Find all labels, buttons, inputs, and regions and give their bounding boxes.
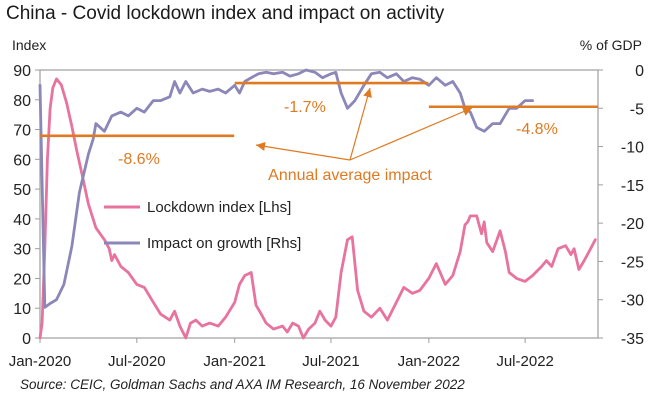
x-tick-label: Jul-2020: [108, 353, 166, 370]
right-tick-label: -10: [621, 140, 644, 157]
x-tick-label: Jul-2021: [302, 353, 360, 370]
plot-frame: [39, 69, 599, 339]
left-tick-label: 90: [13, 63, 31, 80]
left-tick-label: 60: [13, 152, 31, 169]
left-tick-label: 30: [13, 242, 31, 259]
legend-label: Lockdown index [Lhs]: [147, 199, 291, 216]
left-tick-label: 50: [13, 182, 31, 199]
right-tick-label: -25: [621, 254, 644, 271]
annotation-arrowhead: [462, 107, 472, 116]
x-tick-label: Jul-2022: [496, 353, 554, 370]
right-tick-label: -15: [621, 178, 644, 195]
annotation-arrow: [255, 144, 351, 161]
source-note: Source: CEIC, Goldman Sachs and AXA IM R…: [20, 377, 465, 392]
annual-average-value: -1.7%: [284, 99, 326, 116]
annotation-arrow: [349, 107, 473, 161]
series-line-lockdown-index: [38, 77, 597, 340]
x-tick-label: Jan-2020: [9, 353, 72, 370]
annotation-arrowhead: [363, 88, 372, 98]
left-tick-label: 20: [13, 271, 31, 288]
left-tick-label: 10: [13, 301, 31, 318]
left-axis-label: Index: [12, 37, 46, 53]
chart-title: China - Covid lockdown index and impact …: [6, 3, 445, 24]
right-tick-label: 0: [635, 63, 644, 80]
legend-label: Impact on growth [Rhs]: [147, 235, 301, 252]
series-line-impact-on-growth: [38, 68, 534, 309]
left-tick-label: 40: [13, 212, 31, 229]
x-tick-label: Jan-2022: [398, 353, 461, 370]
right-axis-label: % of GDP: [580, 37, 642, 53]
x-tick-label: Jan-2021: [203, 353, 266, 370]
annotation-label: Annual average impact: [268, 167, 432, 184]
right-tick-label: -5: [630, 101, 644, 118]
left-tick-label: 70: [13, 123, 31, 140]
right-tick-label: -30: [621, 293, 644, 310]
annual-average-value: -4.8%: [516, 121, 558, 138]
right-tick-label: -35: [621, 331, 644, 348]
right-tick-label: -20: [621, 216, 644, 233]
left-tick-label: 80: [13, 93, 31, 110]
left-tick-label: 0: [22, 331, 31, 348]
annotation-arrowhead: [256, 142, 266, 151]
annual-average-value: -8.6%: [118, 151, 160, 168]
annotation-arrow: [349, 87, 371, 161]
